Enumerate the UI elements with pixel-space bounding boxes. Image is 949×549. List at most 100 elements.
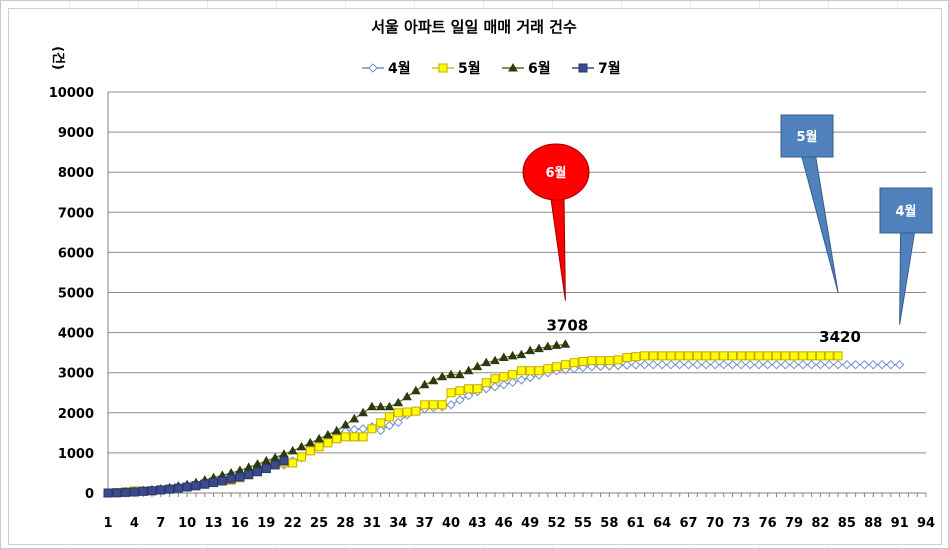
data-point — [446, 369, 456, 379]
x-tick-label-26: 79 — [785, 516, 803, 531]
data-point — [481, 378, 491, 388]
data-point — [498, 352, 509, 361]
data-point — [428, 400, 438, 410]
x-tick-label-7: 22 — [284, 516, 302, 531]
callout-oval-0 — [522, 143, 590, 201]
series-3 — [103, 339, 571, 497]
data-point — [525, 372, 535, 383]
data-point — [762, 359, 773, 370]
data-point — [472, 384, 482, 394]
data-point — [516, 349, 527, 359]
x-tick-label-25: 76 — [759, 516, 777, 531]
callout-label-1: 5월 — [796, 129, 817, 145]
legend-marker-4 — [578, 63, 588, 73]
callout-box-1 — [780, 114, 834, 158]
y-tick-label-5: 5000 — [58, 287, 94, 302]
x-tick-label-17: 52 — [548, 516, 566, 531]
data-point — [754, 359, 764, 370]
data-point — [288, 458, 298, 468]
data-point — [736, 359, 746, 370]
data-point — [340, 432, 350, 442]
y-tick-label-8: 8000 — [58, 166, 94, 181]
x-tick-label-2: 7 — [156, 516, 165, 531]
data-point — [490, 382, 500, 392]
x-tick-label-18: 55 — [574, 516, 592, 531]
data-point — [437, 371, 448, 381]
x-tick-label-28: 85 — [838, 516, 856, 531]
data-point — [657, 359, 667, 370]
data-point — [639, 359, 650, 370]
data-point — [191, 481, 201, 491]
data-point — [296, 441, 307, 451]
data-point — [349, 413, 360, 423]
data-point — [850, 359, 861, 370]
data-point — [121, 487, 131, 497]
data-point — [375, 425, 386, 436]
data-point — [507, 377, 518, 388]
x-tick-label-22: 67 — [679, 516, 697, 531]
data-point — [217, 476, 227, 486]
callout-box-2 — [879, 187, 933, 234]
x-tick-label-6: 19 — [257, 516, 275, 531]
data-label-1: 3420 — [819, 328, 861, 346]
data-point — [446, 388, 456, 398]
data-point — [771, 359, 782, 370]
data-point — [261, 464, 271, 474]
data-point — [446, 400, 456, 410]
x-tick-label-21: 64 — [653, 516, 671, 531]
data-point — [552, 362, 562, 372]
data-point — [314, 442, 324, 452]
data-point — [587, 356, 597, 366]
data-point — [375, 401, 386, 411]
x-tick-label-0: 1 — [103, 516, 112, 531]
x-tick-label-9: 28 — [336, 516, 354, 531]
data-point — [780, 351, 790, 361]
x-tick-label-8: 25 — [310, 516, 328, 531]
y-tick-label-3: 3000 — [58, 367, 94, 382]
data-point — [745, 351, 755, 361]
data-point — [877, 359, 887, 370]
data-point — [481, 357, 492, 367]
data-point — [270, 452, 280, 462]
data-point — [297, 452, 307, 462]
data-point — [358, 407, 368, 417]
data-point — [833, 359, 843, 370]
data-point — [666, 351, 676, 361]
data-point — [886, 359, 896, 370]
data-point — [129, 487, 139, 497]
data-point — [560, 360, 570, 370]
data-point — [305, 446, 315, 456]
y-tick-label-9: 9000 — [58, 126, 94, 141]
data-point — [789, 351, 799, 361]
x-tick-label-12: 37 — [416, 516, 434, 531]
data-point — [701, 359, 711, 370]
x-tick-label-20: 61 — [627, 516, 645, 531]
data-point — [411, 406, 421, 416]
data-point — [525, 366, 535, 376]
data-point — [727, 351, 737, 361]
data-point — [393, 417, 403, 428]
y-tick-label-4: 4000 — [58, 327, 94, 342]
x-tick-label-4: 13 — [205, 516, 223, 531]
data-point — [534, 343, 544, 353]
data-point — [569, 358, 579, 368]
data-point — [200, 479, 210, 489]
data-point — [736, 351, 746, 361]
data-point — [675, 351, 685, 361]
data-point — [516, 375, 527, 385]
data-point — [455, 395, 465, 405]
data-point — [261, 455, 272, 465]
y-tick-label-2: 2000 — [58, 407, 94, 422]
x-tick-label-24: 73 — [732, 516, 750, 531]
data-point — [138, 486, 148, 496]
data-point — [780, 359, 790, 370]
data-point — [173, 483, 183, 493]
data-point — [507, 350, 518, 360]
x-tick-label-11: 34 — [389, 516, 407, 531]
data-point — [604, 356, 614, 366]
data-point — [675, 359, 685, 370]
data-point — [182, 482, 192, 492]
data-point — [692, 359, 703, 370]
data-point — [683, 359, 694, 370]
data-point — [508, 370, 518, 380]
